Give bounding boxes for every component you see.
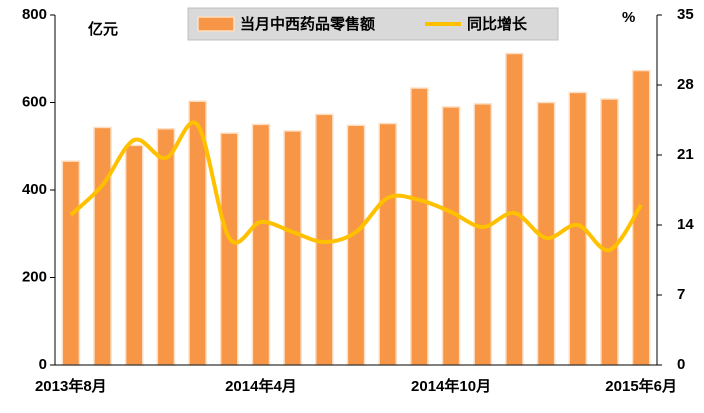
y-tick-label: 0 xyxy=(39,356,47,373)
right-unit: % xyxy=(622,9,635,26)
x-tick-label: 2014年4月 xyxy=(225,377,297,395)
legend-box xyxy=(187,7,559,41)
bar xyxy=(124,144,144,366)
legend-label: 当月中西药品零售额 xyxy=(240,15,375,33)
x-tick-label: 2013年8月 xyxy=(35,377,107,395)
bar xyxy=(219,132,239,366)
y-tick-label: 400 xyxy=(22,181,47,198)
legend-label: 同比增长 xyxy=(467,15,528,33)
y-tick-label: 800 xyxy=(22,6,47,23)
y2-tick-label: 0 xyxy=(677,356,685,373)
bar xyxy=(156,128,176,366)
y-tick-label: 600 xyxy=(22,93,47,110)
bar xyxy=(251,123,271,366)
bar xyxy=(505,52,524,366)
y2-tick-label: 21 xyxy=(677,146,694,163)
bar xyxy=(473,103,493,366)
y2-tick-label: 35 xyxy=(677,6,694,23)
bar xyxy=(61,160,81,366)
line xyxy=(69,120,643,253)
bar xyxy=(441,106,461,366)
bar xyxy=(283,130,302,366)
legend-swatch xyxy=(197,16,235,32)
bar xyxy=(378,122,397,366)
bar xyxy=(410,87,429,366)
left-unit: 亿元 xyxy=(88,20,118,38)
x-tick-label: 2014年10月 xyxy=(411,377,491,395)
y2-tick-label: 14 xyxy=(677,216,694,233)
y2-tick-label: 28 xyxy=(677,76,694,93)
bar xyxy=(346,124,366,366)
x-tick-label: 2015年6月 xyxy=(605,377,677,395)
y-tick-label: 200 xyxy=(22,268,47,285)
y2-tick-label: 7 xyxy=(677,286,685,303)
bar xyxy=(600,98,619,366)
bar xyxy=(93,126,112,366)
